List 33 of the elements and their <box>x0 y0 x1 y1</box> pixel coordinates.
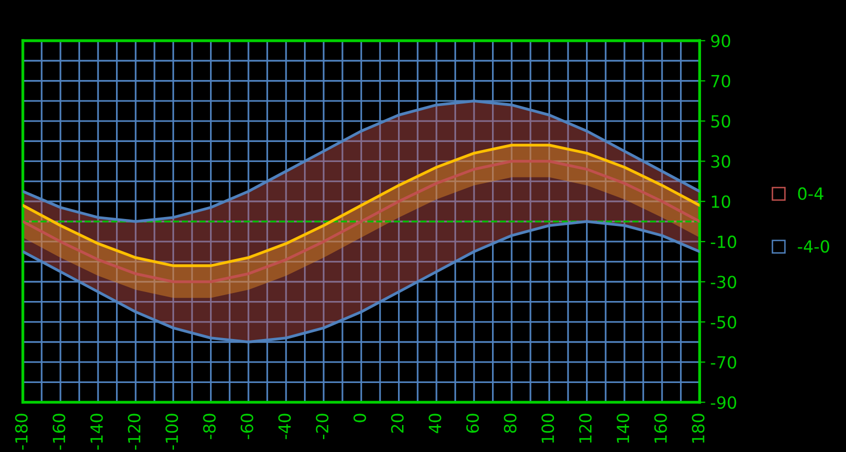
y-tick-label: 50 <box>711 115 730 128</box>
y-tick-label: -70 <box>710 356 736 369</box>
x-tick-label: 180 <box>692 414 704 443</box>
x-tick-label: 60 <box>466 414 479 433</box>
x-tick-label: -180 <box>15 414 28 450</box>
x-tick-label: 100 <box>541 414 554 443</box>
legend-label: 0-4 <box>798 187 824 200</box>
legend-label: -4-0 <box>798 240 830 253</box>
x-tick-label: -100 <box>165 414 178 450</box>
x-tick-label: -140 <box>90 414 103 450</box>
x-tick-label: 20 <box>391 414 404 433</box>
x-tick-label: 0 <box>353 414 366 422</box>
y-tick-label: 70 <box>711 74 730 88</box>
x-tick-label: -80 <box>203 414 216 440</box>
y-tick-label: 90 <box>711 34 730 48</box>
line-series <box>22 144 700 268</box>
x-tick-label: 120 <box>579 414 592 443</box>
x-tick-label: -160 <box>52 414 66 450</box>
x-tick-label: 140 <box>616 414 630 443</box>
y-tick-label: -90 <box>710 396 736 409</box>
x-tick-label: -40 <box>278 414 291 440</box>
line-series <box>22 160 700 284</box>
x-tick-label: -120 <box>128 414 140 450</box>
x-tick-label: 160 <box>654 414 667 443</box>
y-tick-label: -50 <box>710 316 736 328</box>
x-tick-label: 40 <box>428 414 442 434</box>
y-tick-label: 30 <box>711 155 730 168</box>
y-tick-label: 10 <box>712 195 730 208</box>
x-tick-label: -60 <box>240 414 254 440</box>
x-tick-label: 80 <box>504 414 516 433</box>
y-tick-label: -10 <box>710 236 736 248</box>
x-tick-label: -20 <box>316 414 328 440</box>
y-tick-label: -30 <box>710 276 736 288</box>
